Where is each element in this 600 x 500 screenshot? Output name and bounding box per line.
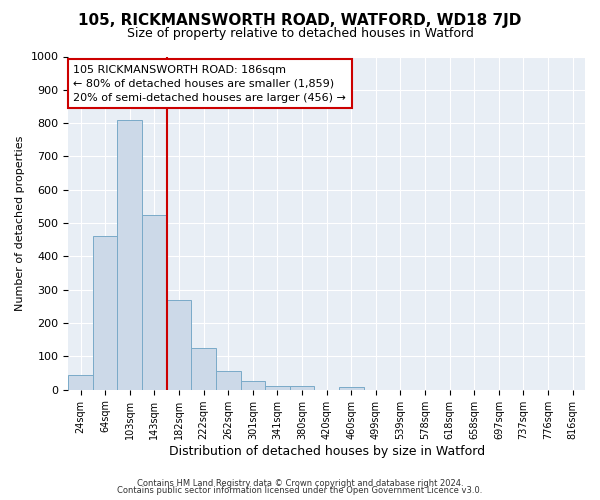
Bar bbox=[241, 382, 265, 390]
Bar bbox=[216, 372, 241, 390]
X-axis label: Distribution of detached houses by size in Watford: Distribution of detached houses by size … bbox=[169, 444, 485, 458]
Text: Contains HM Land Registry data © Crown copyright and database right 2024.: Contains HM Land Registry data © Crown c… bbox=[137, 478, 463, 488]
Text: 105 RICKMANSWORTH ROAD: 186sqm
← 80% of detached houses are smaller (1,859)
20% : 105 RICKMANSWORTH ROAD: 186sqm ← 80% of … bbox=[73, 65, 346, 103]
Bar bbox=[191, 348, 216, 390]
Bar bbox=[142, 215, 167, 390]
Text: Size of property relative to detached houses in Watford: Size of property relative to detached ho… bbox=[127, 28, 473, 40]
Bar bbox=[265, 386, 290, 390]
Bar bbox=[93, 236, 118, 390]
Bar bbox=[68, 374, 93, 390]
Bar bbox=[118, 120, 142, 390]
Bar bbox=[339, 387, 364, 390]
Text: 105, RICKMANSWORTH ROAD, WATFORD, WD18 7JD: 105, RICKMANSWORTH ROAD, WATFORD, WD18 7… bbox=[79, 12, 521, 28]
Text: Contains public sector information licensed under the Open Government Licence v3: Contains public sector information licen… bbox=[118, 486, 482, 495]
Bar bbox=[167, 300, 191, 390]
Bar bbox=[290, 386, 314, 390]
Y-axis label: Number of detached properties: Number of detached properties bbox=[15, 136, 25, 311]
